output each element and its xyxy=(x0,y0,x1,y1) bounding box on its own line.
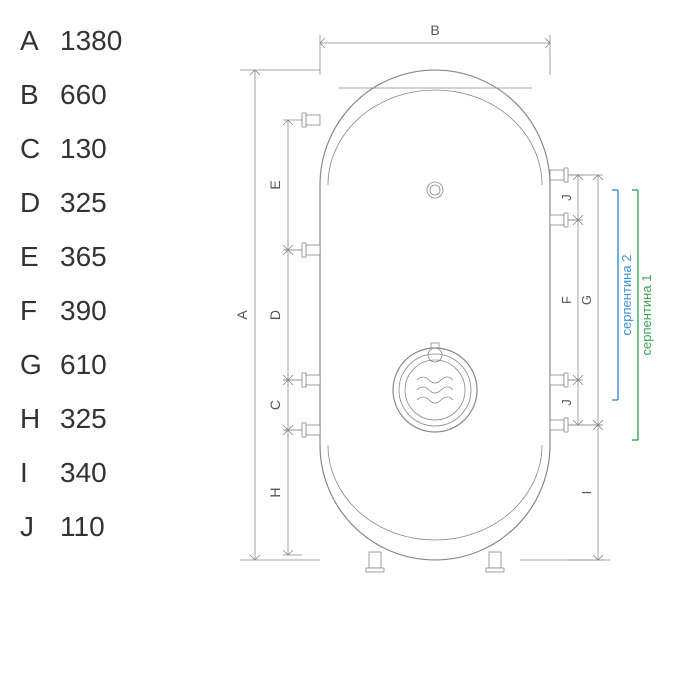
dim-row: D325 xyxy=(20,187,122,219)
svg-text:B: B xyxy=(430,22,439,38)
svg-text:I: I xyxy=(579,491,594,495)
dim-letter: J xyxy=(20,511,60,543)
dim-value: 610 xyxy=(60,349,107,381)
dim-value: 660 xyxy=(60,79,107,111)
dim-value: 130 xyxy=(60,133,107,165)
dim-letter: C xyxy=(20,133,60,165)
dim-letter: E xyxy=(20,241,60,273)
dim-letter: G xyxy=(20,349,60,381)
technical-diagram: B A E D C H J F J G Iсерпентина 2 серпентина 1 xyxy=(200,10,690,630)
dim-letter: D xyxy=(20,187,60,219)
dim-value: 110 xyxy=(60,511,105,543)
svg-text:F: F xyxy=(559,296,574,304)
dim-value: 340 xyxy=(60,457,107,489)
dim-value: 1380 xyxy=(60,25,122,57)
dim-value: 390 xyxy=(60,295,107,327)
dim-row: C130 xyxy=(20,133,122,165)
dim-value: 325 xyxy=(60,403,107,435)
svg-text:E: E xyxy=(267,180,283,189)
svg-text:серпентина 2: серпентина 2 xyxy=(619,255,634,336)
dim-row: G610 xyxy=(20,349,122,381)
dim-row: E365 xyxy=(20,241,122,273)
diagram-svg: B A E D C H J F J G Iсерпентина 2 серпентина 1 xyxy=(200,10,690,630)
dim-letter: B xyxy=(20,79,60,111)
dim-value: 325 xyxy=(60,187,107,219)
dim-letter: A xyxy=(20,25,60,57)
dim-row: J110 xyxy=(20,511,122,543)
svg-text:D: D xyxy=(267,310,283,320)
dimension-table: A1380 B660 C130 D325 E365 F390 G610 H325… xyxy=(20,25,122,565)
dim-row: I340 xyxy=(20,457,122,489)
dim-letter: H xyxy=(20,403,60,435)
svg-text:серпентина 1: серпентина 1 xyxy=(639,275,654,356)
dim-row: A1380 xyxy=(20,25,122,57)
dim-letter: F xyxy=(20,295,60,327)
svg-text:G: G xyxy=(579,295,594,305)
svg-text:C: C xyxy=(267,400,283,410)
svg-text:H: H xyxy=(267,487,283,497)
dim-row: F390 xyxy=(20,295,122,327)
svg-text:J: J xyxy=(559,194,574,201)
dim-row: B660 xyxy=(20,79,122,111)
svg-text:A: A xyxy=(234,310,250,320)
svg-text:J: J xyxy=(559,399,574,406)
dim-letter: I xyxy=(20,457,60,489)
dim-row: H325 xyxy=(20,403,122,435)
dim-value: 365 xyxy=(60,241,107,273)
